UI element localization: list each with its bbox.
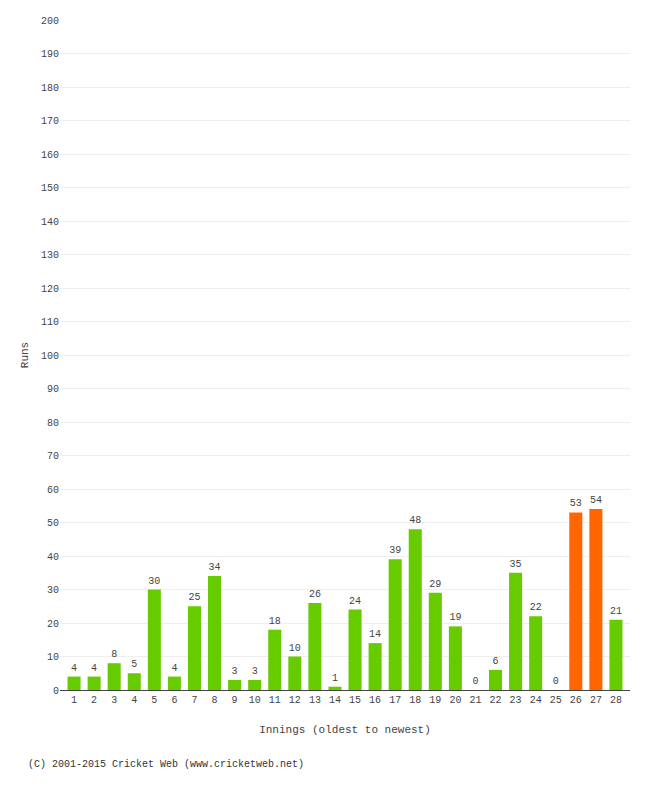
svg-text:28: 28: [610, 695, 622, 706]
svg-text:14: 14: [369, 629, 381, 640]
svg-text:35: 35: [510, 559, 522, 570]
svg-text:18: 18: [269, 616, 281, 627]
svg-text:200: 200: [41, 16, 59, 27]
svg-text:140: 140: [41, 217, 59, 228]
svg-text:2: 2: [91, 695, 97, 706]
svg-text:1: 1: [71, 695, 77, 706]
svg-text:53: 53: [570, 498, 582, 509]
svg-text:21: 21: [610, 606, 622, 617]
svg-text:(C) 2001-2015 Cricket Web (www: (C) 2001-2015 Cricket Web (www.cricketwe…: [28, 759, 304, 770]
svg-text:18: 18: [409, 695, 421, 706]
svg-text:7: 7: [191, 695, 197, 706]
svg-text:9: 9: [232, 695, 238, 706]
svg-text:80: 80: [47, 418, 59, 429]
svg-text:190: 190: [41, 49, 59, 60]
svg-text:19: 19: [429, 695, 441, 706]
svg-text:70: 70: [47, 451, 59, 462]
svg-text:10: 10: [249, 695, 261, 706]
svg-text:180: 180: [41, 83, 59, 94]
svg-text:20: 20: [47, 619, 59, 630]
svg-text:110: 110: [41, 317, 59, 328]
svg-text:0: 0: [553, 676, 559, 687]
svg-text:100: 100: [41, 351, 59, 362]
svg-text:3: 3: [232, 666, 238, 677]
svg-text:0: 0: [472, 676, 478, 687]
svg-text:3: 3: [111, 695, 117, 706]
svg-text:170: 170: [41, 116, 59, 127]
svg-text:4: 4: [91, 663, 97, 674]
svg-text:50: 50: [47, 518, 59, 529]
svg-text:150: 150: [41, 183, 59, 194]
svg-text:4: 4: [71, 663, 77, 674]
svg-text:60: 60: [47, 485, 59, 496]
svg-text:Runs: Runs: [19, 342, 31, 368]
svg-text:130: 130: [41, 250, 59, 261]
svg-text:4: 4: [171, 663, 177, 674]
svg-text:8: 8: [111, 649, 117, 660]
svg-text:40: 40: [47, 552, 59, 563]
svg-text:3: 3: [252, 666, 258, 677]
svg-text:Innings (oldest to newest): Innings (oldest to newest): [259, 724, 431, 736]
svg-text:10: 10: [289, 643, 301, 654]
svg-text:6: 6: [171, 695, 177, 706]
svg-text:120: 120: [41, 284, 59, 295]
svg-text:27: 27: [590, 695, 602, 706]
svg-text:24: 24: [349, 596, 361, 607]
svg-text:1: 1: [332, 673, 338, 684]
svg-text:14: 14: [329, 695, 341, 706]
svg-text:48: 48: [409, 515, 421, 526]
svg-text:22: 22: [490, 695, 502, 706]
svg-text:34: 34: [209, 562, 221, 573]
svg-text:20: 20: [449, 695, 461, 706]
svg-text:25: 25: [188, 592, 200, 603]
svg-text:5: 5: [131, 659, 137, 670]
svg-text:8: 8: [212, 695, 218, 706]
svg-text:39: 39: [389, 545, 401, 556]
svg-text:5: 5: [151, 695, 157, 706]
svg-text:13: 13: [309, 695, 321, 706]
svg-text:160: 160: [41, 150, 59, 161]
svg-text:26: 26: [309, 589, 321, 600]
svg-text:16: 16: [369, 695, 381, 706]
svg-text:19: 19: [449, 612, 461, 623]
svg-text:26: 26: [570, 695, 582, 706]
svg-text:0: 0: [53, 686, 59, 697]
svg-text:11: 11: [269, 695, 281, 706]
svg-text:22: 22: [530, 602, 542, 613]
svg-text:21: 21: [469, 695, 481, 706]
svg-text:90: 90: [47, 384, 59, 395]
svg-text:30: 30: [47, 585, 59, 596]
svg-text:6: 6: [493, 656, 499, 667]
svg-text:15: 15: [349, 695, 361, 706]
svg-text:30: 30: [148, 576, 160, 587]
svg-text:4: 4: [131, 695, 137, 706]
svg-text:17: 17: [389, 695, 401, 706]
svg-text:54: 54: [590, 495, 602, 506]
svg-text:12: 12: [289, 695, 301, 706]
svg-text:10: 10: [47, 652, 59, 663]
svg-text:24: 24: [530, 695, 542, 706]
svg-text:29: 29: [429, 579, 441, 590]
svg-text:25: 25: [550, 695, 562, 706]
svg-text:23: 23: [510, 695, 522, 706]
